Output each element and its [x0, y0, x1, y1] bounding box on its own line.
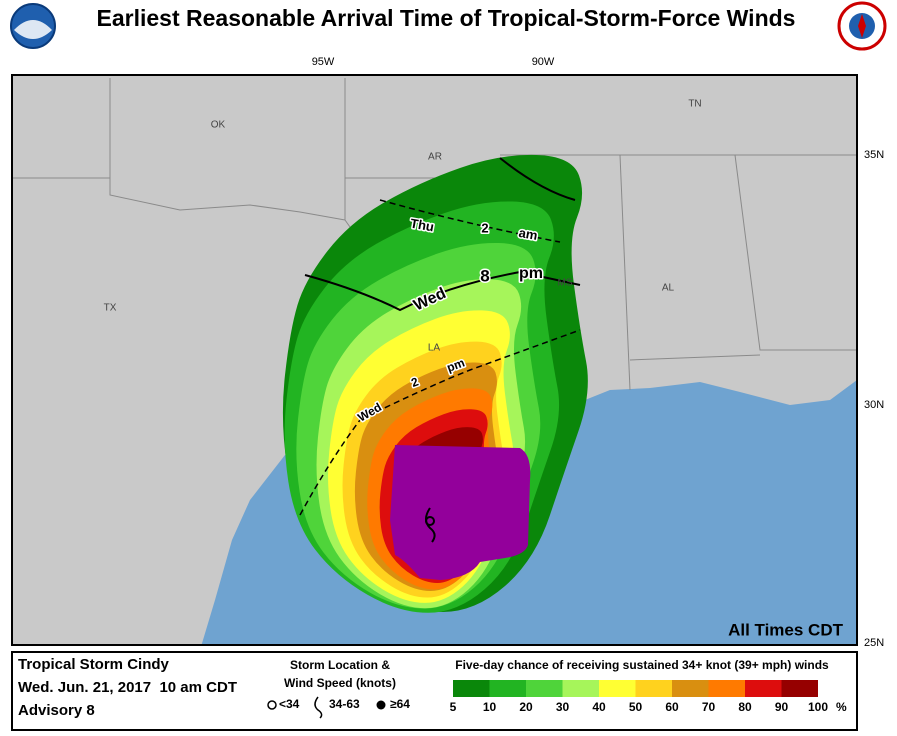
scale-unit: % — [836, 700, 847, 714]
scale-swatch — [526, 680, 563, 697]
scale-swatch — [635, 680, 672, 697]
arrival-time-label: 8 — [480, 266, 489, 285]
scale-swatch — [708, 680, 745, 697]
state-label: TX — [104, 303, 117, 314]
probability-swath — [282, 154, 588, 613]
title: Earliest Reasonable Arrival Time of Trop… — [97, 5, 796, 31]
storm-name: Tropical Storm Cindy — [18, 656, 170, 673]
scale-label: 60 — [665, 700, 679, 714]
arrival-time-label: Thu — [409, 215, 435, 234]
latitude-label: 35N — [864, 149, 884, 161]
scale-swatch — [781, 680, 818, 697]
state-label: LA — [428, 343, 441, 354]
symbol-hurricane — [376, 700, 386, 710]
symbol-label: 34-63 — [329, 697, 360, 711]
state-label: AR — [428, 152, 442, 163]
scale-swatch — [562, 680, 599, 697]
scale-label: 30 — [556, 700, 570, 714]
scale-label: 50 — [629, 700, 643, 714]
symbol-storm — [314, 696, 323, 719]
scale-swatch — [489, 680, 526, 697]
nws-logo — [837, 1, 887, 51]
scale-swatch — [745, 680, 782, 697]
scale-title: Five-day chance of receiving sustained 3… — [455, 658, 829, 672]
scale-label: 90 — [775, 700, 789, 714]
state-label: TN — [688, 99, 701, 110]
scale-label: 10 — [483, 700, 497, 714]
symbol-label: <34 — [279, 697, 300, 711]
arrival-lines — [299, 157, 581, 516]
symbol-title: Wind Speed (knots) — [284, 676, 396, 690]
probability-band — [390, 445, 531, 580]
symbol-weak — [267, 700, 277, 710]
scale-label: 100 — [808, 700, 828, 714]
latitude-label: 30N — [864, 399, 884, 411]
map-frame — [11, 74, 858, 646]
times-note: All Times CDT — [728, 620, 844, 639]
state-label: OK — [211, 120, 226, 131]
state-label: AL — [662, 283, 675, 294]
state-label: MS — [558, 278, 573, 289]
latitude-label: 25N — [864, 637, 884, 649]
scale-label: 40 — [592, 700, 606, 714]
storm-symbol — [425, 507, 436, 543]
advisory-number: Advisory 8 — [18, 702, 95, 719]
scale-label: 5 — [450, 700, 457, 714]
arrival-time-label: pm — [519, 265, 543, 282]
arrival-time-label: 2 — [481, 220, 488, 235]
scale-label: 70 — [702, 700, 716, 714]
scale-swatch — [599, 680, 636, 697]
symbol-title: Storm Location & — [290, 658, 390, 672]
scale-label: 20 — [519, 700, 533, 714]
arrival-time-label: am — [518, 225, 539, 243]
scale-swatch — [453, 680, 490, 697]
advisory-date: Wed. Jun. 21, 2017 10 am CDT — [18, 679, 237, 696]
longitude-label: 90W — [532, 56, 555, 68]
symbol-label: ≥64 — [390, 697, 410, 711]
scale-label: 80 — [738, 700, 752, 714]
longitude-label: 95W — [312, 56, 335, 68]
noaa-logo — [10, 3, 56, 49]
scale-swatch — [672, 680, 709, 697]
